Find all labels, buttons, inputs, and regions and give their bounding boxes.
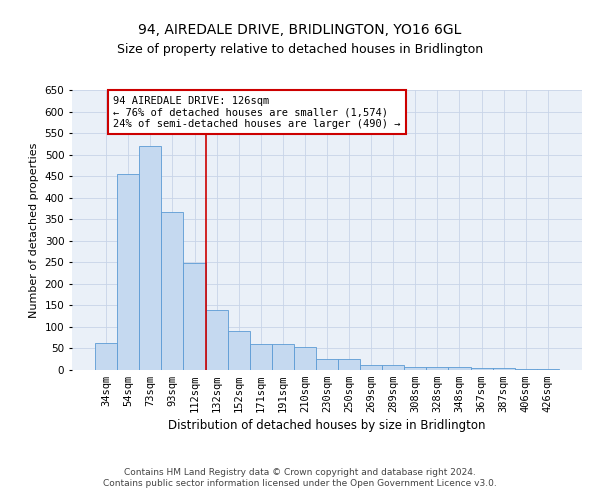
Bar <box>382 365 404 370</box>
Text: 94, AIREDALE DRIVE, BRIDLINGTON, YO16 6GL: 94, AIREDALE DRIVE, BRIDLINGTON, YO16 6G… <box>139 22 461 36</box>
Y-axis label: Number of detached properties: Number of detached properties <box>29 142 39 318</box>
Bar <box>448 366 470 370</box>
Bar <box>515 369 537 370</box>
Bar <box>493 368 515 370</box>
Bar <box>404 367 427 370</box>
Bar <box>139 146 161 370</box>
Text: Size of property relative to detached houses in Bridlington: Size of property relative to detached ho… <box>117 42 483 56</box>
Bar <box>227 331 250 370</box>
X-axis label: Distribution of detached houses by size in Bridlington: Distribution of detached houses by size … <box>168 420 486 432</box>
Text: 94 AIREDALE DRIVE: 126sqm
← 76% of detached houses are smaller (1,574)
24% of se: 94 AIREDALE DRIVE: 126sqm ← 76% of detac… <box>113 96 400 129</box>
Bar <box>470 368 493 370</box>
Bar <box>537 369 559 370</box>
Bar <box>427 368 448 370</box>
Bar <box>117 174 139 370</box>
Bar <box>338 359 360 370</box>
Bar <box>294 346 316 370</box>
Bar <box>272 344 294 370</box>
Bar <box>360 366 382 370</box>
Bar <box>161 212 184 370</box>
Bar <box>206 310 227 370</box>
Bar <box>250 344 272 370</box>
Bar <box>316 359 338 370</box>
Text: Contains HM Land Registry data © Crown copyright and database right 2024.
Contai: Contains HM Land Registry data © Crown c… <box>103 468 497 487</box>
Bar <box>184 262 206 370</box>
Bar <box>95 344 117 370</box>
